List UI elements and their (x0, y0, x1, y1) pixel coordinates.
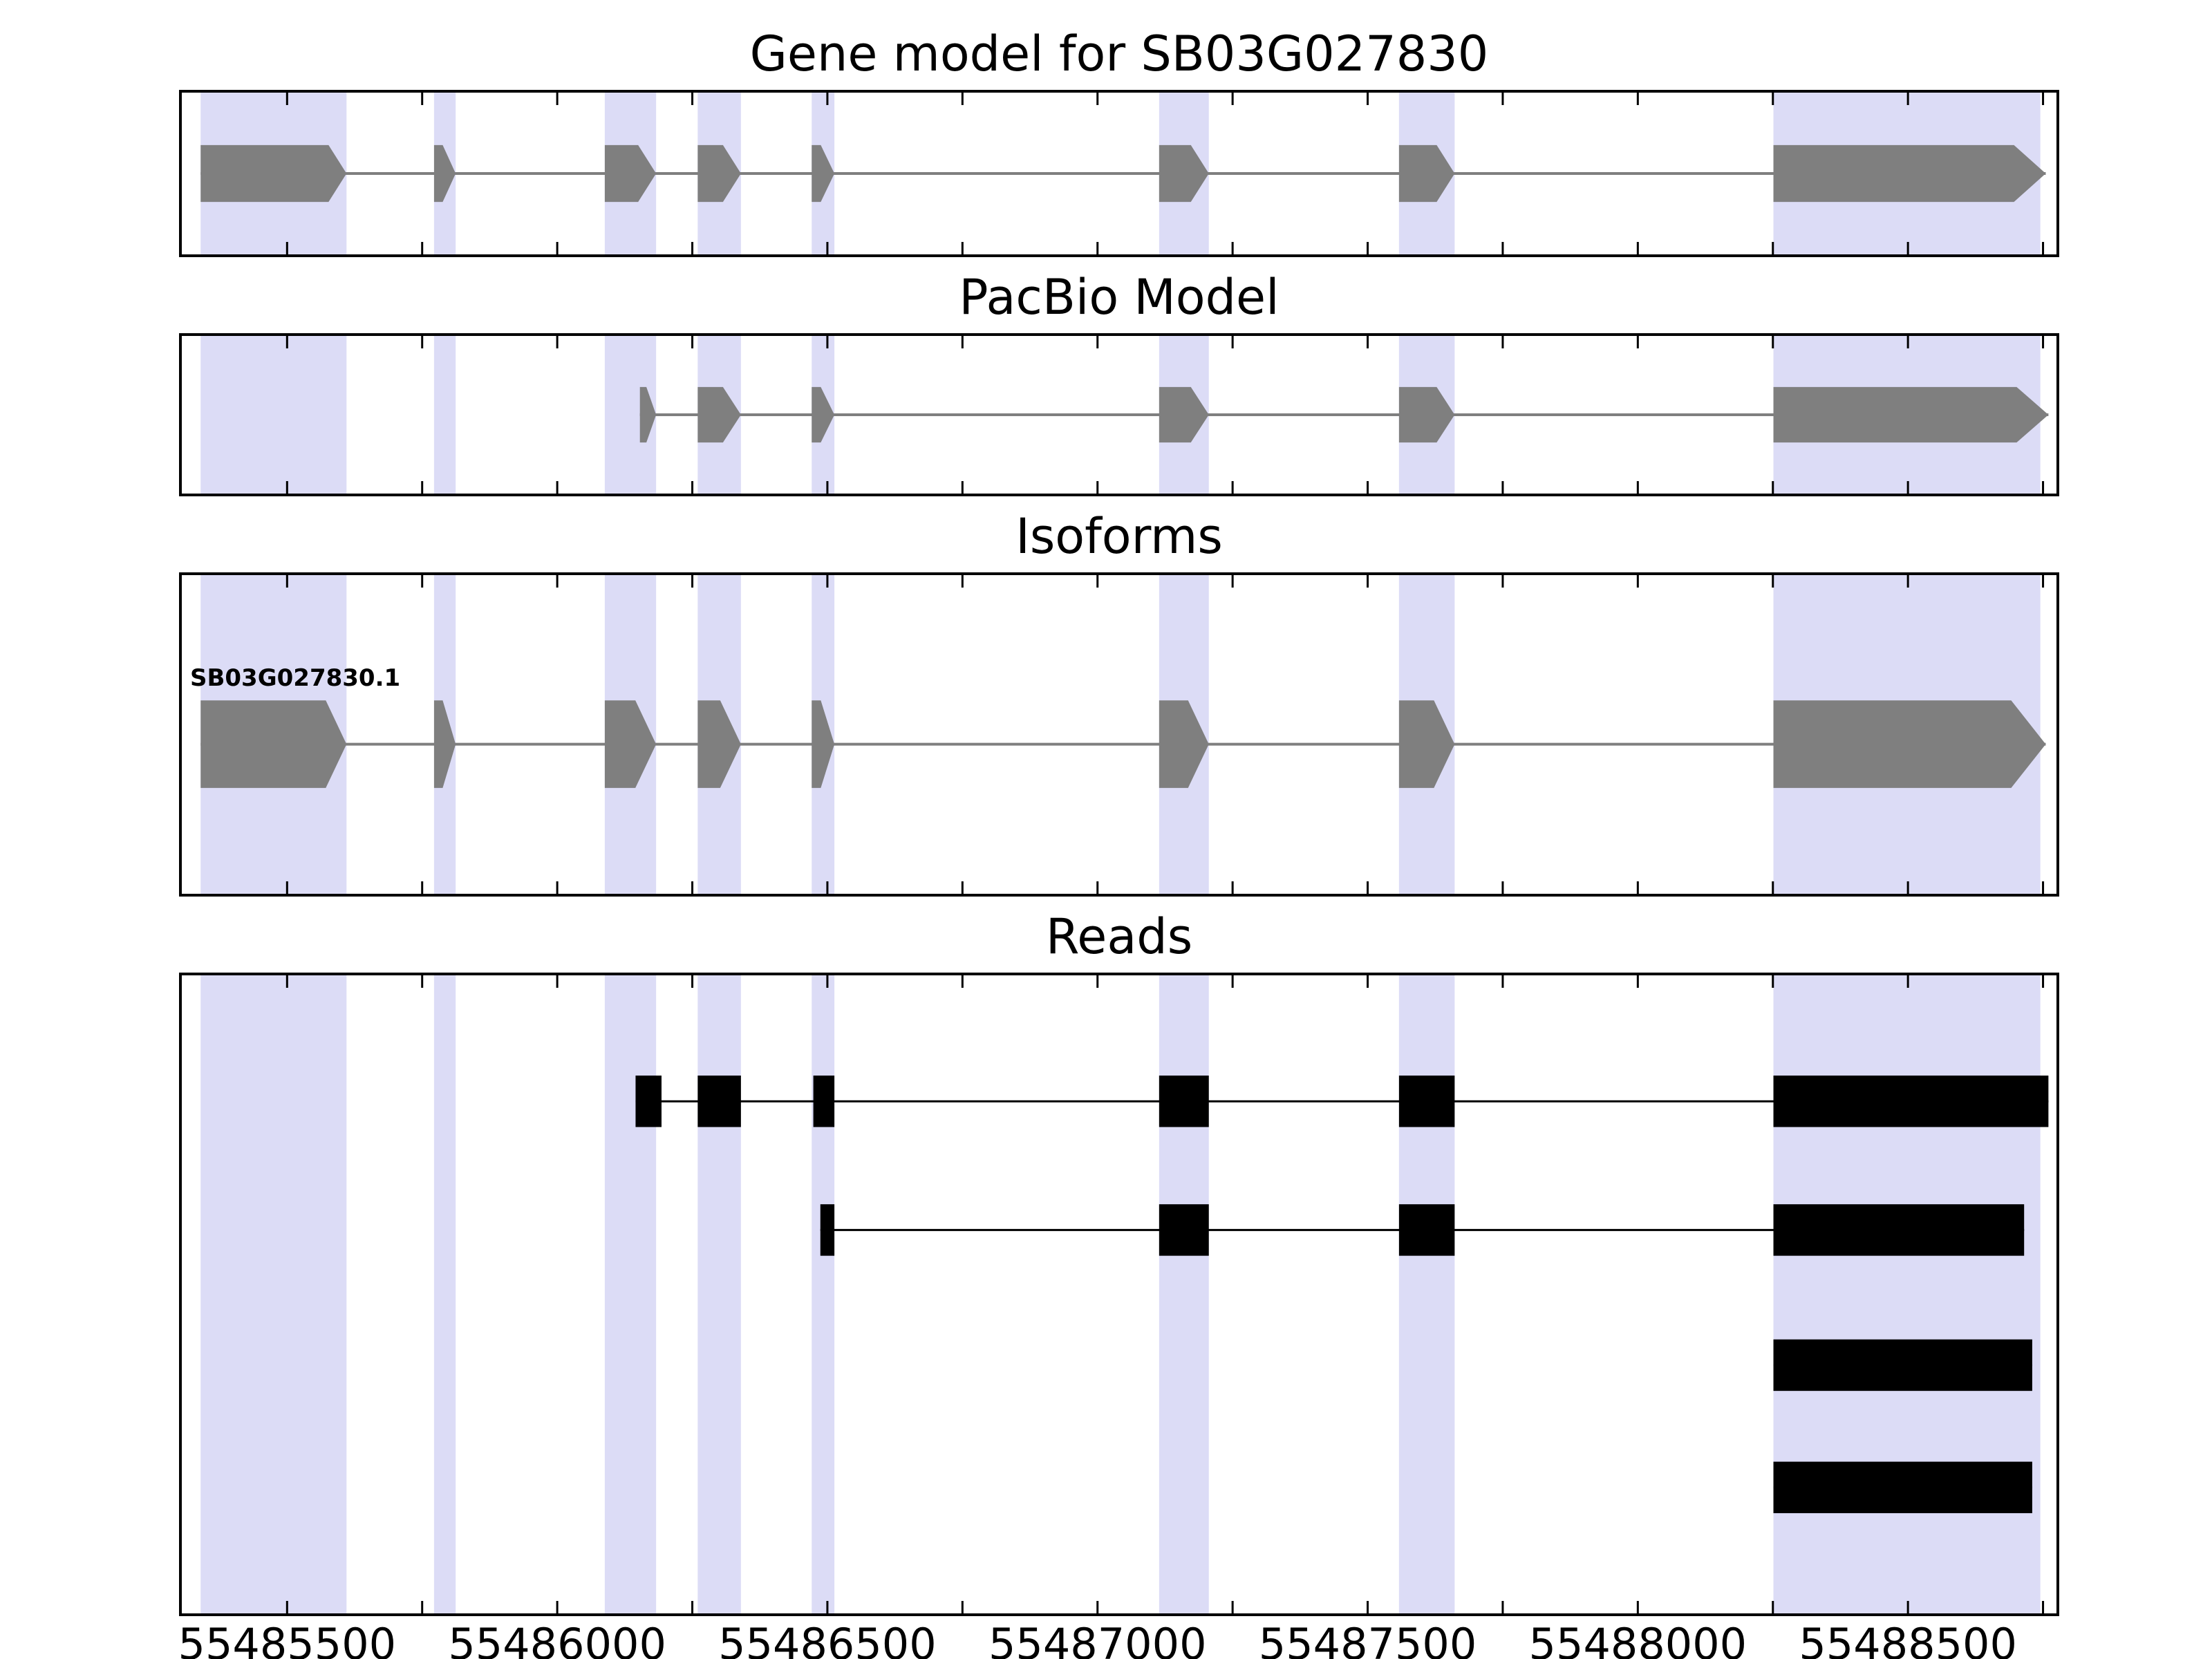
exon-shape (639, 386, 657, 443)
read-block (1773, 1461, 2032, 1514)
highlight-band (200, 975, 347, 1613)
x-axis-tick-label: 55486500 (718, 1619, 937, 1659)
exon-shape (604, 700, 657, 788)
exon-shape (1773, 700, 2046, 788)
exon-shape (1159, 386, 1209, 443)
x-axis-tick-label: 55487500 (1258, 1619, 1477, 1659)
read-block (813, 1075, 835, 1127)
read-block (697, 1075, 741, 1127)
panel-title-gene-model: Gene model for SB03G027830 (749, 26, 1489, 82)
highlight-band (1773, 975, 2041, 1613)
panel-gene-model (179, 90, 2059, 257)
exon-shape (433, 144, 456, 203)
panel-title-pacbio-model: PacBio Model (959, 269, 1280, 326)
panel-pacbio-model (179, 333, 2059, 496)
highlight-band (1398, 975, 1455, 1613)
read-block (1159, 1204, 1209, 1256)
read-block (820, 1204, 835, 1256)
exon-shape (697, 386, 741, 443)
exon-shape (433, 700, 456, 788)
read-block (1398, 1204, 1455, 1256)
exon-shape (1159, 700, 1209, 788)
exon-shape (1398, 144, 1455, 203)
highlight-band (433, 975, 456, 1613)
highlight-band (1159, 975, 1209, 1613)
highlight-band (200, 336, 347, 494)
panel-title-isoforms: Isoforms (1015, 508, 1223, 565)
x-axis-tick-label: 55487000 (988, 1619, 1207, 1659)
exon-shape (200, 700, 347, 788)
read-block (1398, 1075, 1455, 1127)
exon-shape (200, 144, 347, 203)
exon-shape (1398, 386, 1455, 443)
x-axis-tick-label: 55488500 (1799, 1619, 2017, 1659)
isoform-label: SB03G027830.1 (190, 664, 401, 693)
read-block (1773, 1075, 2049, 1127)
highlight-band (604, 975, 657, 1613)
exon-shape (812, 700, 835, 788)
exon-shape (812, 386, 835, 443)
exon-shape (697, 144, 741, 203)
panel-isoforms (179, 572, 2059, 897)
panel-title-reads: Reads (1045, 908, 1193, 965)
exon-shape (697, 700, 741, 788)
x-axis-tick-label: 55488000 (1528, 1619, 1747, 1659)
read-block (635, 1075, 662, 1127)
read-block (1773, 1339, 2032, 1391)
exon-shape (1773, 386, 2049, 443)
exon-shape (1159, 144, 1209, 203)
highlight-band (433, 336, 456, 494)
panel-reads (179, 973, 2059, 1616)
read-block (1773, 1204, 2025, 1256)
exon-shape (604, 144, 657, 203)
read-block (1159, 1075, 1209, 1127)
x-axis-tick-label: 55485500 (178, 1619, 397, 1659)
highlight-band (812, 975, 835, 1613)
exon-shape (1398, 700, 1455, 788)
x-axis-tick-labels: 55485500 55486000 55486500 55487000 55487500… (0, 1619, 2212, 1659)
exon-shape (1773, 144, 2046, 203)
highlight-band (697, 975, 741, 1613)
x-axis-tick-label: 55486000 (448, 1619, 666, 1659)
exon-shape (812, 144, 835, 203)
